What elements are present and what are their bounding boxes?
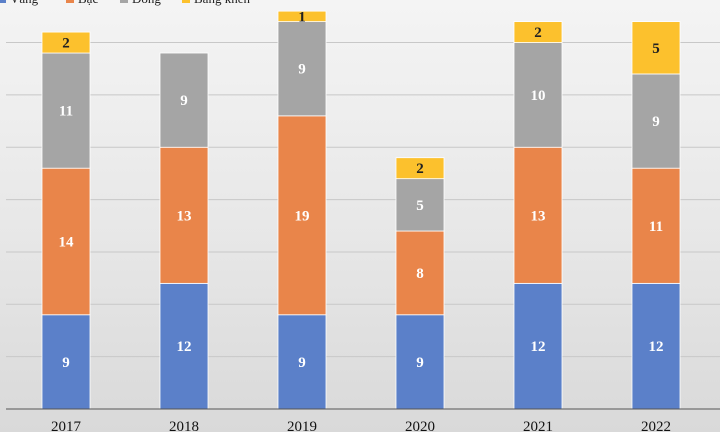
x-tick-label: 2017 bbox=[51, 419, 82, 432]
bar-segment bbox=[41, 52, 91, 169]
bar-segment bbox=[631, 21, 681, 75]
bar-segment bbox=[395, 314, 445, 410]
data-label: 1 bbox=[298, 9, 306, 25]
x-tick-label: 2020 bbox=[405, 419, 435, 432]
legend-swatch bbox=[66, 0, 74, 3]
legend: Vàng Bạc Đồng Bằng khen bbox=[0, 0, 250, 6]
bar-segment bbox=[395, 230, 445, 316]
data-label: 10 bbox=[531, 88, 546, 104]
data-label: 8 bbox=[416, 266, 424, 282]
data-label: 11 bbox=[59, 104, 73, 120]
x-tick-label: 2018 bbox=[169, 419, 199, 432]
gridlines bbox=[6, 42, 720, 358]
data-label: 5 bbox=[652, 41, 660, 57]
legend-label: Đồng bbox=[132, 0, 161, 6]
data-label: 13 bbox=[531, 208, 546, 224]
legend-swatch bbox=[0, 0, 6, 3]
bar-segment bbox=[277, 314, 327, 410]
bar-segment bbox=[159, 52, 209, 148]
data-label: 12 bbox=[531, 339, 546, 355]
data-label: 12 bbox=[649, 339, 664, 355]
data-label: 11 bbox=[649, 219, 663, 235]
bar-segment bbox=[513, 42, 563, 148]
bar-segment bbox=[41, 167, 91, 316]
x-tick-label: 2021 bbox=[523, 419, 553, 432]
bar-segment bbox=[631, 167, 681, 284]
bar-segment bbox=[395, 178, 445, 232]
legend-swatch bbox=[120, 0, 128, 3]
data-label: 9 bbox=[416, 355, 424, 371]
bar-segment bbox=[631, 73, 681, 169]
bar-segment bbox=[159, 282, 209, 410]
data-label: 13 bbox=[177, 208, 192, 224]
bar-segment bbox=[395, 157, 445, 180]
bar-segment bbox=[277, 10, 327, 23]
data-label: 14 bbox=[59, 234, 75, 250]
bar-segment bbox=[631, 282, 681, 410]
bar-segment bbox=[513, 146, 563, 284]
data-label: 2 bbox=[534, 25, 542, 41]
data-label: 9 bbox=[298, 355, 306, 371]
x-tick-labels: 2017 2018 2019 2020 2021 2022 bbox=[51, 419, 671, 432]
bar-segment bbox=[41, 31, 91, 54]
data-label: 2 bbox=[62, 36, 70, 52]
data-label: 9 bbox=[298, 62, 306, 78]
bar-segment bbox=[277, 21, 327, 117]
data-label: 19 bbox=[295, 208, 310, 224]
data-label: 9 bbox=[62, 355, 70, 371]
bar-segment bbox=[277, 115, 327, 316]
bar-segment bbox=[513, 21, 563, 43]
bar-segment bbox=[159, 146, 209, 284]
x-tick-label: 2022 bbox=[641, 419, 671, 432]
data-label: 12 bbox=[177, 339, 192, 355]
data-label: 9 bbox=[652, 114, 660, 130]
legend-label: Bạc bbox=[78, 0, 98, 6]
legend-label: Vàng bbox=[10, 0, 39, 6]
legend-label: Bằng khen bbox=[194, 0, 250, 6]
bar-segment bbox=[513, 282, 563, 410]
data-label: 2 bbox=[416, 161, 424, 177]
legend-swatch bbox=[182, 0, 190, 3]
data-label: 5 bbox=[416, 198, 424, 214]
x-tick-label: 2019 bbox=[287, 419, 317, 432]
data-label: 9 bbox=[180, 93, 188, 109]
